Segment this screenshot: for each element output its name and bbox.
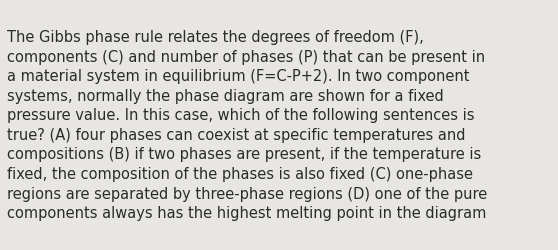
Text: The Gibbs phase rule relates the degrees of freedom (F),
components (C) and numb: The Gibbs phase rule relates the degrees… bbox=[7, 30, 487, 220]
